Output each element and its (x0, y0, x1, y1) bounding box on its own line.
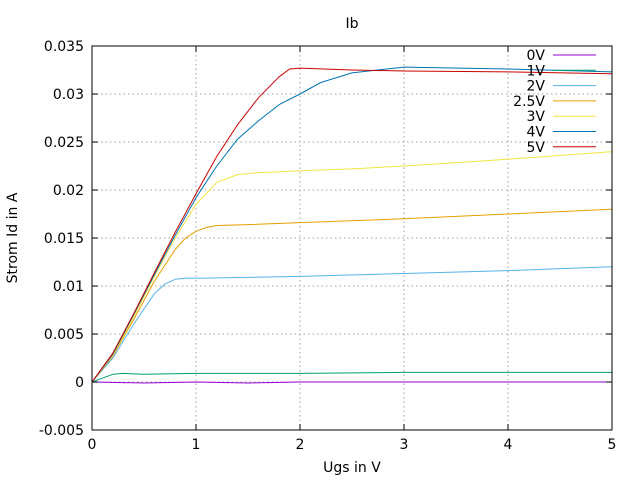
legend-label: 4V (527, 125, 546, 141)
series-line (91, 208, 613, 383)
x-tick-label: 4 (504, 437, 513, 453)
legend-label: 5V (527, 140, 546, 156)
legend-label: 1V (527, 63, 546, 79)
x-tick-label: 3 (400, 437, 409, 453)
series-line (91, 381, 612, 384)
y-tick-label: 0 (75, 375, 84, 391)
y-tick-label: -0.005 (39, 423, 84, 439)
y-tick-label: 0.02 (53, 183, 84, 199)
chart-title: Ib (345, 16, 358, 32)
tick-labels: 0 1 2 3 4 5-0.00500.0050.010.0150.020.0250.03… (39, 39, 617, 453)
series-group (91, 66, 613, 384)
series-line (91, 151, 613, 383)
legend-label: 2V (527, 79, 546, 95)
x-axis-title: Ugs in V (323, 460, 381, 476)
axis-ticks (91, 45, 613, 431)
series-line (91, 371, 612, 383)
y-tick-label: 0.01 (53, 279, 84, 295)
x-tick-label: 1 (192, 437, 201, 453)
y-tick-label: 0.015 (44, 231, 84, 247)
y-tick-label: 0.005 (44, 327, 84, 343)
x-tick-label: 5 (608, 437, 617, 453)
y-tick-label: 0.025 (44, 135, 84, 151)
series-line (91, 67, 613, 383)
legend-label: 2.5V (513, 94, 545, 110)
y-axis-title: Strom Id in A (5, 192, 21, 283)
y-tick-label: 0.03 (53, 87, 84, 103)
series-line (91, 266, 613, 383)
x-tick-label: 2 (296, 437, 305, 453)
x-tick-label: 0 (88, 437, 97, 453)
y-tick-label: 0.035 (44, 39, 84, 55)
legend-label: 3V (527, 109, 546, 125)
legend-label: 0V (527, 48, 546, 64)
